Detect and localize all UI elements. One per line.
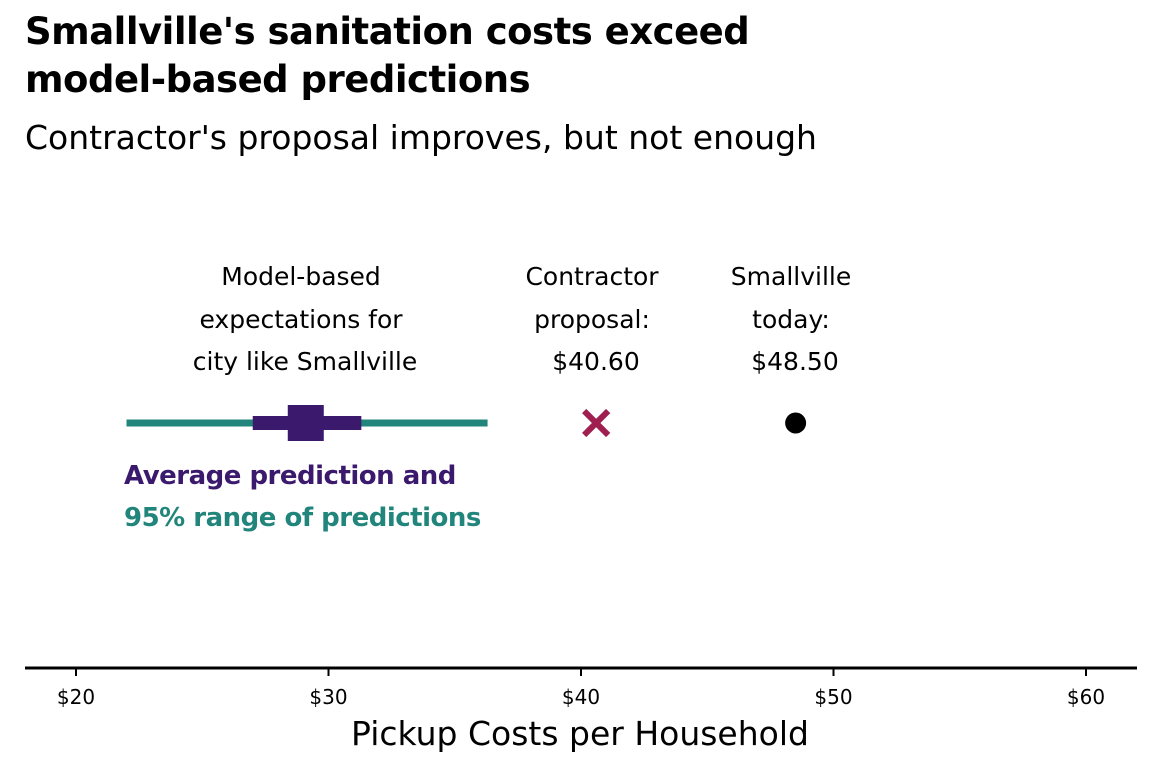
today-marker (785, 412, 807, 434)
prediction-annotation-line-3: city like Smallville (193, 347, 418, 376)
x-tick-label: $20 (57, 685, 95, 709)
x-tick-label: $40 (562, 685, 600, 709)
prediction-annotation-line-1: Model-based (221, 262, 381, 291)
average-marker (287, 405, 324, 441)
x-tick-label: $60 (1067, 685, 1105, 709)
prediction-annotation-line-2: expectations for (199, 305, 403, 334)
today-annotation-line-2: today: (752, 305, 830, 334)
x-tick-label: $30 (309, 685, 347, 709)
x-axis-label: Pickup Costs per Household (351, 714, 809, 753)
chart-subtitle: Contractor's proposal improves, but not … (25, 118, 817, 157)
contractor-annotation-line-2: proposal: (534, 305, 650, 334)
legend-range: 95% range of predictions (124, 503, 481, 533)
chart-title: Smallville's sanitation costs exceed mod… (25, 8, 1125, 104)
title-line-1: Smallville's sanitation costs exceed (25, 10, 750, 53)
today-annotation-line-3: $48.50 (751, 347, 838, 376)
x-tick-label: $50 (814, 685, 852, 709)
prediction-annotation: Model-based expectations for city like S… (193, 262, 418, 376)
legend-average: Average prediction and (124, 461, 456, 491)
x-axis-ticks: $20 $30 $40 $50 $60 (57, 668, 1105, 709)
today-annotation-line-1: Smallville (731, 262, 851, 291)
contractor-marker-stroke-2 (582, 408, 611, 438)
contractor-annotation-line-3: $40.60 (552, 347, 639, 376)
contractor-marker (582, 408, 611, 438)
today-annotation: Smallville today: $48.50 (731, 262, 859, 376)
contractor-annotation-line-1: Contractor (525, 262, 659, 291)
contractor-annotation: Contractor proposal: $40.60 (525, 262, 666, 376)
title-line-2: model-based predictions (25, 58, 531, 101)
